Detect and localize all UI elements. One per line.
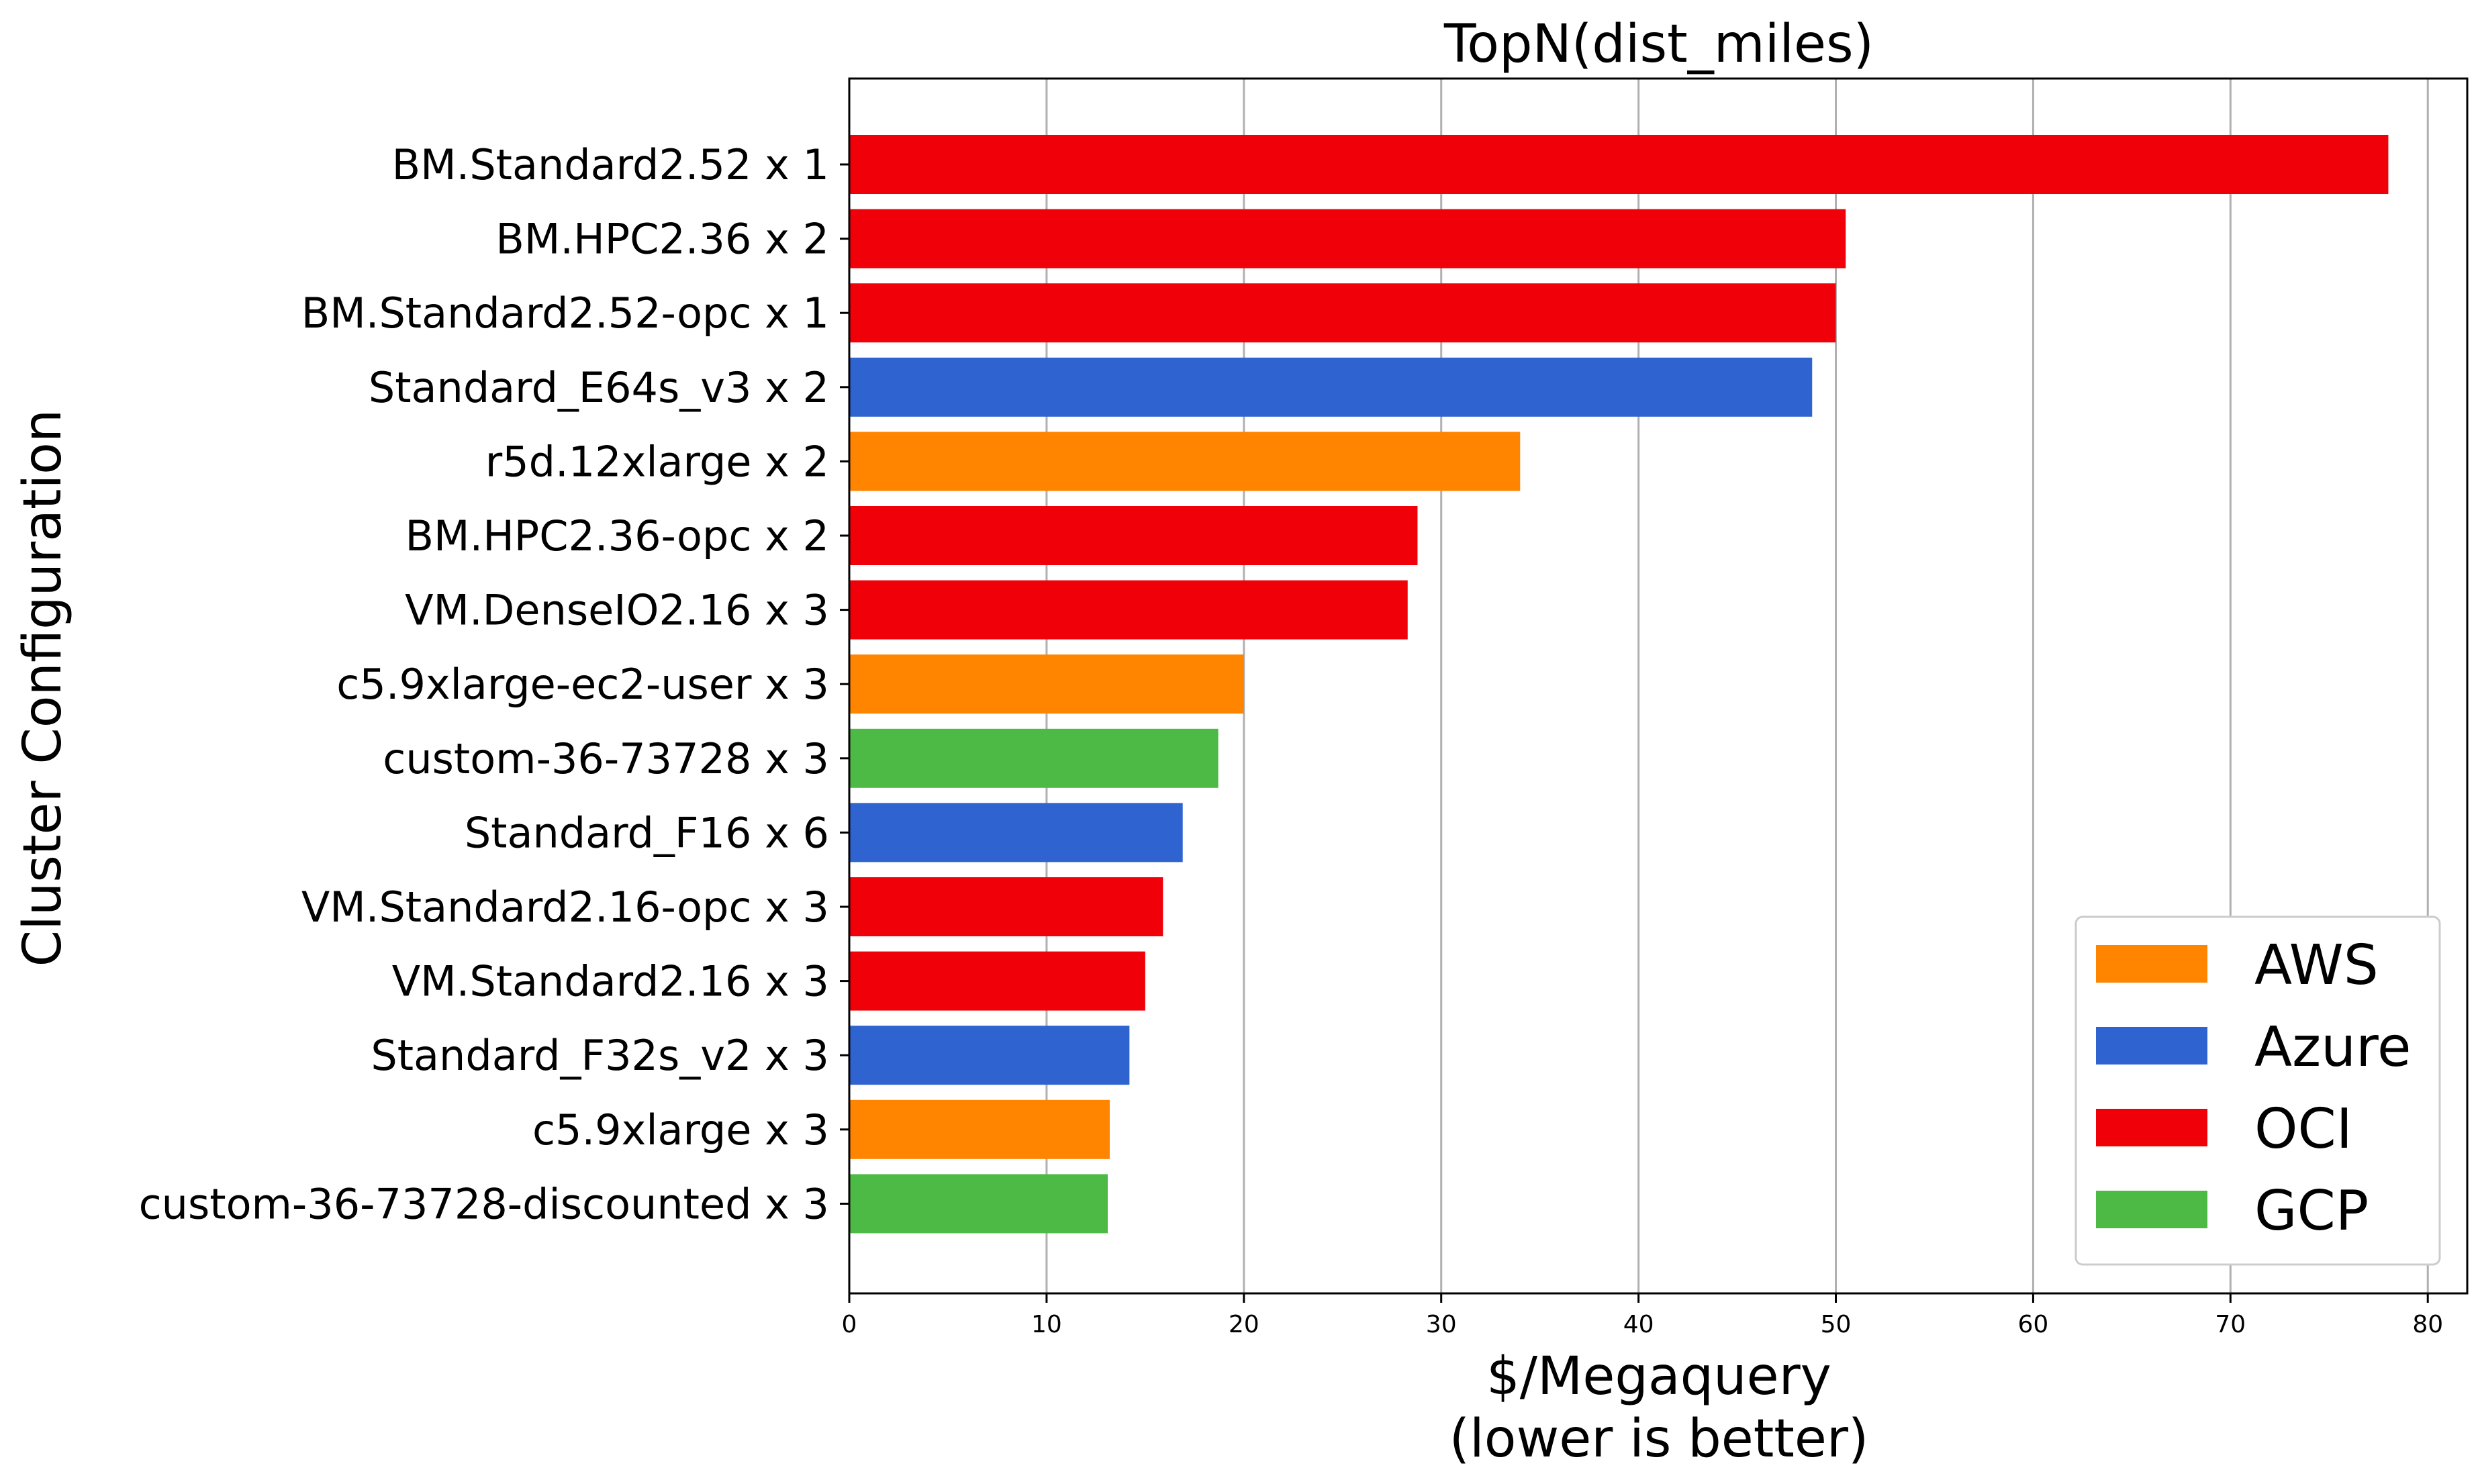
legend-swatch (2096, 1027, 2207, 1065)
legend-label: Azure (2254, 1016, 2411, 1079)
bar (849, 803, 1183, 862)
category-label: r5d.12xlarge x 2 (485, 437, 829, 486)
bar (849, 1174, 1108, 1234)
x-tick-label: 30 (1426, 1311, 1457, 1338)
bar (849, 580, 1408, 640)
x-axis-title: $/Megaquery (1486, 1346, 1831, 1407)
category-label: c5.9xlarge-ec2-user x 3 (336, 660, 829, 709)
bar (849, 1099, 1110, 1159)
legend-box (2074, 916, 2441, 1266)
category-label: custom-36-73728 x 3 (383, 734, 829, 783)
legend-swatch (2096, 945, 2207, 983)
category-label: VM.Standard2.16 x 3 (392, 957, 829, 1006)
y-axis-title: Cluster Configuration (13, 409, 73, 967)
legend-label: GCP (2254, 1179, 2369, 1243)
category-label: BM.Standard2.52-opc x 1 (301, 289, 829, 338)
x-axis-ticks: 0 10 20 30 40 50 60 70 80 (842, 1293, 2443, 1338)
legend-items: AWS Azure OCI GCP (2096, 934, 2411, 1243)
x-tick-label: 10 (1031, 1311, 1062, 1338)
category-label: BM.Standard2.52 x 1 (392, 140, 829, 189)
bar (849, 728, 1219, 788)
category-label: VM.DenseIO2.16 x 3 (405, 586, 829, 635)
x-tick-label: 0 (842, 1311, 857, 1338)
category-label: BM.HPC2.36-opc x 2 (405, 511, 829, 560)
x-tick-label: 80 (2412, 1311, 2443, 1338)
bar (849, 432, 1521, 491)
bar (849, 357, 1813, 417)
category-label: BM.HPC2.36 x 2 (495, 215, 829, 264)
legend-swatch (2096, 1109, 2207, 1146)
category-labels: BM.Standard2.52 x 1 BM.HPC2.36 x 2 BM.Stan… (139, 140, 849, 1228)
legend: AWS Azure OCI GCP (2074, 916, 2441, 1266)
bar (849, 506, 1418, 565)
category-label: custom-36-73728-discounted x 3 (139, 1179, 829, 1228)
bar (849, 877, 1163, 936)
bar (849, 209, 1846, 268)
legend-label: AWS (2254, 934, 2379, 997)
x-tick-label: 70 (2215, 1311, 2246, 1338)
category-label: c5.9xlarge x 3 (532, 1105, 829, 1154)
bar (849, 135, 2389, 194)
bar (849, 1026, 1130, 1085)
legend-swatch (2096, 1191, 2207, 1228)
x-tick-label: 40 (1623, 1311, 1654, 1338)
bar (849, 654, 1244, 714)
category-label: Standard_E64s_v3 x 2 (369, 363, 829, 412)
category-label: Standard_F32s_v2 x 3 (371, 1031, 829, 1080)
plot-frame (848, 77, 2469, 1295)
category-label: VM.Standard2.16-opc x 3 (301, 883, 829, 932)
bar (849, 283, 1836, 343)
legend-label: OCI (2254, 1097, 2352, 1161)
x-tick-label: 20 (1229, 1311, 1259, 1338)
x-tick-label: 60 (2018, 1311, 2049, 1338)
bar (849, 951, 1145, 1011)
x-tick-label: 50 (1821, 1311, 1852, 1338)
x-axis-subtitle: (lower is better) (1449, 1409, 1869, 1469)
category-label: Standard_F16 x 6 (465, 808, 829, 857)
chart-title: TopN(dist_miles) (1443, 14, 1874, 75)
bars (849, 135, 2389, 1234)
